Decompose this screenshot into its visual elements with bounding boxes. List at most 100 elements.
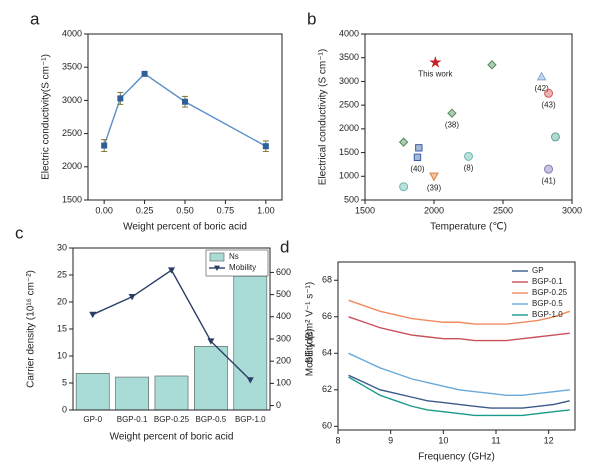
point-label: (38): [445, 120, 460, 129]
plot-frame: [87, 33, 283, 201]
point: [487, 60, 497, 70]
bar: [75, 372, 110, 411]
x-tick-label: 3000: [562, 205, 582, 215]
legend-swatch: [209, 252, 225, 262]
x-tick-label: BGP-0.5: [196, 415, 227, 424]
point: [415, 144, 423, 152]
line: [103, 72, 267, 147]
y-tick-label: 1000: [339, 171, 359, 181]
y-tick-label: 15: [57, 323, 67, 333]
legend-label: GP: [532, 266, 544, 275]
marker: [128, 294, 136, 301]
point: [447, 108, 457, 118]
point: [536, 71, 547, 81]
y2-tick-label: 600: [276, 267, 291, 277]
point: [544, 88, 554, 98]
marker: [141, 70, 148, 77]
y-tick-label: 68: [322, 275, 332, 285]
x-axis-label: Weight percent of boric acid: [110, 432, 234, 443]
y2-tick-label: 400: [276, 311, 291, 321]
x-tick-label: 0.75: [217, 205, 235, 215]
y2-tick-label: 0: [276, 400, 281, 410]
y-tick-label: 2500: [339, 100, 359, 110]
y2-tick-label: 500: [276, 289, 291, 299]
point-label: (43): [541, 100, 556, 109]
line: [348, 316, 570, 342]
y-tick-label: 1500: [62, 194, 82, 204]
y-axis-label: Electric conductivity(S cm⁻¹): [41, 54, 52, 180]
bar: [154, 375, 189, 411]
point-label: (42): [535, 84, 550, 93]
point-label: (41): [541, 176, 556, 185]
x-tick-label: 10: [438, 435, 448, 445]
x-tick-label: 1500: [355, 205, 375, 215]
legend-label: BGP-0.25: [532, 288, 568, 297]
line: [348, 299, 570, 325]
y2-tick-label: 300: [276, 333, 291, 343]
legend-label: BGP-0.1: [532, 277, 563, 286]
x-axis-label: Temperature (℃): [430, 222, 507, 233]
legend-marker: [214, 265, 220, 271]
panel-letter: b: [307, 9, 316, 28]
x-tick-label: 12: [544, 435, 554, 445]
panel: c0510152025300100200300400500600Mobility…: [15, 223, 316, 442]
plot-frame: [337, 261, 576, 431]
line: [348, 374, 570, 409]
point: [398, 137, 409, 147]
y-tick-label: 25: [57, 269, 67, 279]
legend-label: Ns: [229, 252, 239, 261]
x-tick-label: 0.50: [176, 205, 194, 215]
x-axis-label: Weight percent of boric acid: [123, 222, 247, 233]
y-tick-label: 2000: [339, 123, 359, 133]
y-tick-label: 2000: [62, 161, 82, 171]
marker: [182, 98, 188, 105]
point-label: (8): [464, 163, 474, 172]
bar: [115, 376, 149, 411]
y-tick-label: 3500: [339, 52, 359, 62]
point: [544, 164, 554, 174]
y-tick-label: 20: [57, 296, 67, 306]
marker: [207, 338, 215, 345]
x-tick-label: 9: [388, 435, 393, 445]
y-axis-label: SE (dB): [305, 328, 316, 363]
y-tick-label: 3000: [62, 95, 82, 105]
plot-frame: [364, 33, 573, 201]
panel-letter: d: [280, 237, 289, 256]
point: [550, 132, 560, 142]
marker: [168, 267, 175, 274]
bar: [194, 345, 228, 411]
x-tick-label: 0.25: [136, 205, 154, 215]
x-tick-label: 11: [491, 435, 500, 445]
x-tick-label: 1.00: [257, 205, 275, 215]
panel-letter: a: [30, 9, 40, 28]
point: [413, 153, 422, 162]
y-tick-label: 4000: [62, 28, 82, 38]
y-tick-label: 5: [62, 377, 67, 387]
legend-label: BGP-0.5: [532, 299, 563, 308]
x-tick-label: BGP-0.25: [154, 415, 190, 424]
legend-label: Mobility: [229, 263, 256, 272]
y-axis-label: Electrical conductivity (S cm⁻¹): [318, 49, 329, 185]
y2-tick-label: 200: [276, 356, 291, 366]
x-tick-label: BGP-1.0: [235, 415, 266, 424]
y-tick-label: 0: [62, 404, 67, 414]
y-tick-label: 1500: [339, 147, 359, 157]
y-tick-label: 3500: [62, 62, 82, 72]
panel: a 1500 2000 2500 3000 3500 4000 0.00 0.25 0.50 0.7…: [30, 9, 283, 233]
marker: [262, 143, 269, 150]
y2-axis-label: Mobility (cm² V⁻¹ s⁻¹): [305, 282, 316, 376]
x-tick-label: BGP-0.1: [117, 415, 148, 424]
y-tick-label: 2500: [62, 128, 82, 138]
panel: b 500 1000 1500 2000 2500 3000 3500 4000 1500 2000…: [307, 9, 582, 232]
marker: [89, 311, 97, 319]
panel-letter: c: [15, 223, 24, 242]
bar: [233, 275, 268, 411]
y-tick-label: 3000: [339, 76, 359, 86]
plot-frame: [72, 247, 271, 411]
point: [429, 55, 442, 68]
y-tick-label: 60: [322, 421, 332, 431]
x-axis-label: Frequency (GHz): [418, 452, 495, 463]
y-tick-label: 4000: [339, 28, 359, 38]
legend: GP BGP-0.1 BGP-0.25 BGP-0.5 BGP-1.0: [512, 266, 568, 319]
